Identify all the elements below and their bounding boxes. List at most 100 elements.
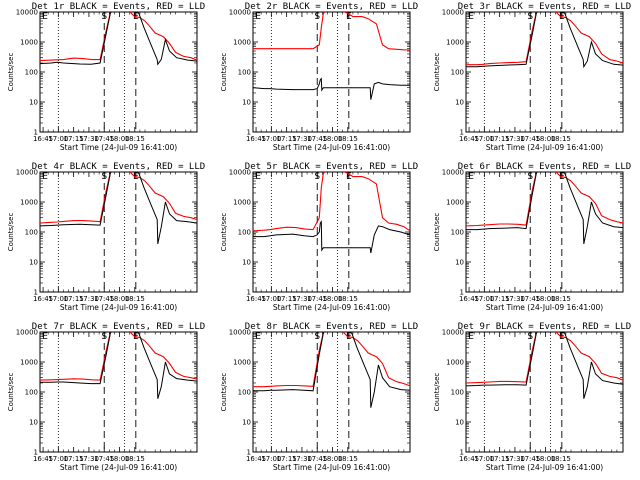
events-series-line: [466, 172, 623, 244]
x-tick-label: 17:30: [292, 135, 312, 143]
x-tick-label: 16:45: [246, 455, 266, 463]
x-tick-label: 16:45: [459, 455, 479, 463]
marker-label-S: S: [527, 172, 533, 182]
events-series-line: [253, 332, 410, 408]
marker-label-E: E: [346, 172, 352, 182]
x-tick-label: 18:15: [551, 135, 571, 143]
x-tick-label: 17:15: [64, 295, 84, 303]
x-tick-label: 17:30: [79, 135, 99, 143]
x-tick-label: 18:00: [109, 135, 129, 143]
marker-label-E: E: [42, 12, 48, 22]
panel-title: Det 5r BLACK = Events, RED = LLD: [245, 162, 418, 172]
x-tick-label: 17:00: [261, 455, 281, 463]
panel-axes-frame: [252, 171, 411, 293]
marker-label-E: E: [42, 172, 48, 182]
x-tick-label: 17:00: [48, 455, 68, 463]
y-tick-label: 1000: [20, 39, 38, 47]
panel-title: Det 6r BLACK = Events, RED = LLD: [458, 162, 631, 172]
panel-title: Det 7r BLACK = Events, RED = LLD: [32, 322, 205, 332]
x-tick-label: 17:30: [292, 455, 312, 463]
marker-label-E: E: [255, 332, 261, 342]
y-tick-label: 100: [451, 69, 464, 77]
x-tick-label: 17:45: [520, 455, 540, 463]
y-tick-label: 10000: [229, 9, 251, 17]
x-axis-label: Start Time (24-Jul-09 16:41:00): [273, 143, 390, 152]
y-tick-label: 1: [460, 449, 464, 457]
y-tick-label: 10: [455, 419, 464, 427]
x-tick-label: 18:00: [322, 295, 342, 303]
x-tick-label: 16:45: [33, 135, 53, 143]
events-series-line: [40, 12, 197, 66]
x-tick-label: 17:30: [79, 295, 99, 303]
panel-det-7: Det 7r BLACK = Events, RED = LLD 1 10 100 10…: [7, 322, 205, 472]
x-tick-label: 18:15: [125, 135, 145, 143]
x-axis-label: Start Time (24-Jul-09 16:41:00): [486, 143, 603, 152]
x-axis-label: Start Time (24-Jul-09 16:41:00): [60, 303, 177, 312]
x-tick-label: 17:00: [261, 135, 281, 143]
marker-label-E: E: [468, 332, 474, 342]
panel-det-3: Det 3r BLACK = Events, RED = LLD 1 10 100 10…: [433, 2, 631, 152]
x-tick-label: 17:00: [48, 135, 68, 143]
marker-label-E: E: [42, 332, 48, 342]
lld-series-line: [40, 172, 197, 224]
y-axis-label: Counts/sec: [433, 213, 441, 252]
x-tick-label: 17:15: [490, 455, 510, 463]
x-tick-label: 17:15: [490, 135, 510, 143]
x-tick-label: 17:30: [505, 295, 525, 303]
panel-title: Det 1r BLACK = Events, RED = LLD: [32, 2, 205, 12]
lld-series-line: [253, 332, 410, 388]
x-tick-label: 17:00: [474, 455, 494, 463]
x-tick-label: 18:15: [338, 455, 358, 463]
panel-axes-frame: [465, 11, 624, 133]
panel-det-4: Det 4r BLACK = Events, RED = LLD 1 10 100 10…: [7, 162, 205, 312]
panel-title: Det 2r BLACK = Events, RED = LLD: [245, 2, 418, 12]
y-tick-label: 10: [455, 99, 464, 107]
x-tick-label: 18:15: [551, 295, 571, 303]
y-tick-label: 100: [451, 389, 464, 397]
marker-label-S: S: [527, 12, 533, 22]
y-tick-label: 10000: [442, 9, 464, 17]
x-axis-label: Start Time (24-Jul-09 16:41:00): [273, 303, 390, 312]
x-axis-label: Start Time (24-Jul-09 16:41:00): [273, 463, 390, 472]
events-series-line: [40, 332, 197, 399]
y-axis-label: Counts/sec: [220, 53, 228, 92]
panel-axes-frame: [465, 331, 624, 453]
lld-series-line: [466, 172, 623, 227]
y-axis-label: Counts/sec: [7, 213, 15, 252]
marker-label-S: S: [314, 172, 320, 182]
y-tick-label: 1000: [446, 359, 464, 367]
x-tick-label: 17:45: [520, 295, 540, 303]
panel-det-9: Det 9r BLACK = Events, RED = LLD 1 10 100 10…: [433, 322, 631, 472]
marker-label-E: E: [255, 12, 261, 22]
x-tick-label: 17:30: [79, 455, 99, 463]
y-tick-label: 10000: [229, 329, 251, 337]
marker-label-S: S: [314, 12, 320, 22]
y-tick-label: 100: [238, 389, 251, 397]
x-tick-label: 18:00: [535, 455, 555, 463]
y-tick-label: 1000: [446, 199, 464, 207]
panel-axes-frame: [252, 331, 411, 453]
x-tick-label: 16:45: [33, 295, 53, 303]
x-tick-label: 16:45: [33, 455, 53, 463]
y-tick-label: 1000: [20, 359, 38, 367]
marker-label-E: E: [255, 172, 261, 182]
lld-series-line: [466, 12, 623, 66]
marker-label-E: E: [346, 12, 352, 22]
x-tick-label: 17:45: [307, 295, 327, 303]
y-tick-label: 100: [25, 389, 38, 397]
x-tick-label: 17:15: [64, 135, 84, 143]
y-tick-label: 1: [460, 129, 464, 137]
x-tick-label: 18:15: [125, 295, 145, 303]
events-series-line: [466, 12, 623, 69]
lld-series-line: [40, 332, 197, 381]
x-axis-label: Start Time (24-Jul-09 16:41:00): [60, 463, 177, 472]
y-tick-label: 1000: [446, 39, 464, 47]
y-axis-label: Counts/sec: [433, 53, 441, 92]
x-tick-label: 18:00: [109, 295, 129, 303]
x-tick-label: 17:45: [94, 295, 114, 303]
x-tick-label: 16:45: [459, 135, 479, 143]
panel-title: Det 4r BLACK = Events, RED = LLD: [32, 162, 205, 172]
y-tick-label: 10: [29, 99, 38, 107]
y-axis-label: Counts/sec: [7, 53, 15, 92]
y-axis-label: Counts/sec: [220, 373, 228, 412]
